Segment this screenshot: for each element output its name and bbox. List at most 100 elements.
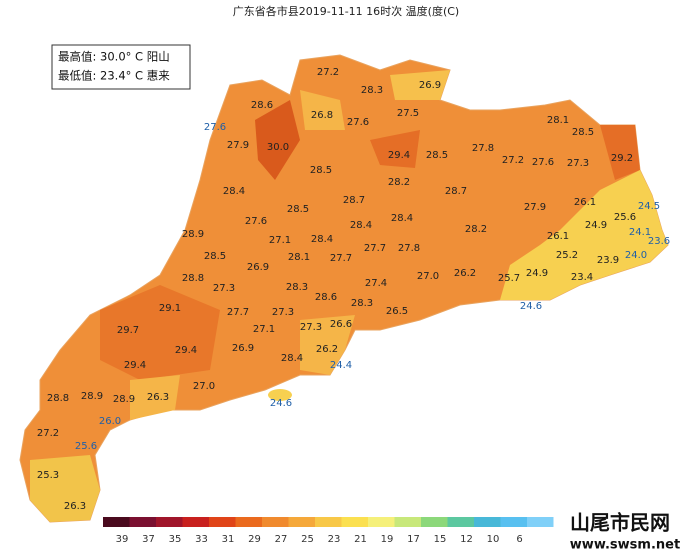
temperature-label: 28.3 — [361, 85, 383, 96]
scale-label: 37 — [142, 534, 155, 545]
temperature-label: 27.2 — [502, 155, 524, 166]
scale-label: 39 — [116, 534, 129, 545]
temperature-label: 27.7 — [227, 307, 249, 318]
temperature-label: 23.4 — [571, 272, 593, 283]
scale-label: 12 — [460, 534, 473, 545]
temperature-label: 27.0 — [417, 271, 439, 282]
temperature-label: 27.4 — [365, 278, 387, 289]
temperature-label: 28.9 — [113, 394, 135, 405]
temperature-label: 27.6 — [204, 122, 226, 133]
region-mild — [390, 70, 450, 100]
temperature-label: 28.5 — [310, 165, 332, 176]
scale-swatch — [421, 517, 448, 527]
temperature-label: 27.2 — [37, 428, 59, 439]
scale-label: 21 — [354, 534, 367, 545]
temperature-label: 28.3 — [286, 282, 308, 293]
scale-label: 10 — [487, 534, 500, 545]
temperature-label: 24.0 — [625, 250, 647, 261]
region-warm — [600, 125, 640, 180]
temperature-label: 25.6 — [614, 212, 636, 223]
temperature-label: 26.2 — [316, 344, 338, 355]
scale-swatch — [209, 517, 236, 527]
temperature-label: 28.4 — [311, 234, 333, 245]
temperature-label: 28.5 — [426, 150, 448, 161]
scale-swatch — [262, 517, 289, 527]
temperature-label: 27.0 — [193, 381, 215, 392]
stats-box — [51, 44, 191, 90]
temperature-label: 26.6 — [330, 319, 352, 330]
scale-swatch — [235, 517, 262, 527]
scale-swatch — [288, 517, 315, 527]
region-mild — [300, 315, 355, 375]
stat-max: 最高值: 30.0° C 阳山 — [58, 50, 170, 64]
temperature-label: 23.9 — [597, 255, 619, 266]
temperature-label: 28.4 — [350, 220, 372, 231]
temperature-label: 27.3 — [213, 283, 235, 294]
temperature-label: 28.5 — [204, 251, 226, 262]
color-scale: 39 37 35 33 31 29 27 25 23 21 19 17 15 12 10 6 — [103, 517, 554, 545]
temperature-label: 26.3 — [64, 501, 86, 512]
temperature-label: 27.6 — [245, 216, 267, 227]
island — [268, 389, 292, 401]
temperature-label: 26.2 — [454, 268, 476, 279]
temperature-label: 28.4 — [281, 353, 303, 364]
temperature-label: 28.7 — [343, 195, 365, 206]
temperature-label: 24.9 — [526, 268, 548, 279]
temperature-label: 25.7 — [498, 273, 520, 284]
scale-swatch — [103, 517, 130, 527]
temperature-label: 24.6 — [270, 398, 292, 409]
temperature-label: 28.5 — [572, 127, 594, 138]
temperature-label: 26.8 — [311, 110, 333, 121]
temperature-label: 28.1 — [288, 252, 310, 263]
scale-label: 33 — [195, 534, 208, 545]
temperature-label: 29.4 — [175, 345, 197, 356]
scale-swatch — [341, 517, 368, 527]
scale-label: 27 — [275, 534, 288, 545]
scale-label: 17 — [407, 534, 420, 545]
map: 27.228.3 26.928.626.827.627.528.128.527.6… — [19, 54, 670, 523]
temperature-label: 24.9 — [585, 220, 607, 231]
temperature-label: 27.3 — [272, 307, 294, 318]
scale-swatch — [182, 517, 209, 527]
temperature-label: 24.5 — [638, 201, 660, 212]
temperature-label: 27.2 — [317, 67, 339, 78]
scale-label: 25 — [301, 534, 314, 545]
temperature-label: 28.9 — [182, 229, 204, 240]
scale-label: 19 — [381, 534, 394, 545]
temperature-label: 28.3 — [351, 298, 373, 309]
temperature-label: 28.6 — [315, 292, 337, 303]
temperature-label: 27.7 — [364, 243, 386, 254]
region-warm — [100, 285, 220, 380]
scale-swatch — [527, 517, 554, 527]
temperature-label: 25.2 — [556, 250, 578, 261]
scale-swatch — [474, 517, 501, 527]
temperature-label: 27.8 — [398, 243, 420, 254]
temperature-label: 28.2 — [388, 177, 410, 188]
stat-min: 最低值: 23.4° C 惠来 — [58, 69, 170, 83]
temperature-label: 25.6 — [75, 441, 97, 452]
temperature-label: 27.3 — [567, 158, 589, 169]
region-hot — [255, 100, 300, 180]
region-mild — [130, 375, 180, 420]
scale-swatch — [394, 517, 421, 527]
temperature-label: 27.5 — [397, 108, 419, 119]
temperature-label: 26.9 — [247, 262, 269, 273]
temperature-label: 28.4 — [223, 186, 245, 197]
region-cool — [500, 170, 668, 300]
temperature-label: 28.6 — [251, 100, 273, 111]
title: 广东省各市县2019-11-11 16时次 温度(度(C) — [233, 4, 459, 18]
temperature-label: 28.7 — [445, 186, 467, 197]
scale-swatch — [500, 517, 527, 527]
temperature-label: 28.5 — [287, 204, 309, 215]
region-mild — [300, 90, 345, 130]
temperature-label: 27.9 — [524, 202, 546, 213]
scale-label: 15 — [434, 534, 447, 545]
temperature-label: 27.9 — [227, 140, 249, 151]
temperature-label: 26.9 — [419, 80, 441, 91]
temperature-label: 29.1 — [159, 303, 181, 314]
scale-label: 35 — [169, 534, 182, 545]
temperature-label: 28.1 — [547, 115, 569, 126]
temperature-label: 24.6 — [520, 301, 542, 312]
scale-label: 31 — [222, 534, 235, 545]
